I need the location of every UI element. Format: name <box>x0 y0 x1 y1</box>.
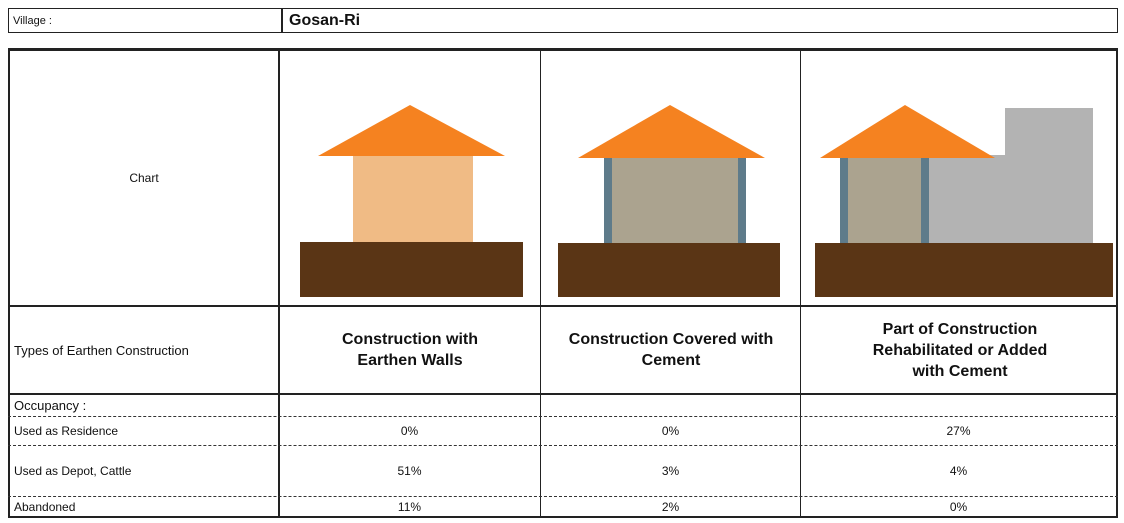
col-line <box>278 50 280 517</box>
row-line <box>8 305 1118 307</box>
row-label: Used as Residence <box>14 423 119 438</box>
chart-label: Chart <box>129 170 159 185</box>
cell-value: 11% <box>397 500 422 514</box>
cell-value: 0% <box>949 500 968 514</box>
row-line <box>8 416 1118 417</box>
column-header: Part of Construction Rehabilitated or Ad… <box>872 320 1048 380</box>
row-line <box>8 445 1118 446</box>
ground <box>558 243 780 297</box>
header-label: Types of Earthen Construction <box>14 342 189 358</box>
col-line <box>800 50 801 517</box>
post <box>840 152 848 243</box>
wall <box>353 150 473 242</box>
divider <box>281 9 283 32</box>
wall <box>840 152 928 243</box>
roof <box>578 105 765 158</box>
table <box>8 48 1118 518</box>
cell-value: 0% <box>661 424 680 438</box>
village-label: Village : <box>13 14 52 27</box>
ground <box>300 242 523 297</box>
column-header: Construction with Earthen Walls <box>342 331 478 369</box>
row-label: Used as Depot, Cattle <box>14 463 132 478</box>
village-value: Gosan-Ri <box>289 11 361 29</box>
row-line <box>8 496 1118 497</box>
wall <box>604 152 746 243</box>
roof <box>820 105 995 158</box>
cell-value: 27% <box>946 424 971 438</box>
post <box>921 152 929 243</box>
cement-addition <box>925 155 1093 243</box>
cell-value: 2% <box>661 500 680 514</box>
col-line <box>540 50 541 517</box>
post <box>738 152 746 243</box>
row-line <box>8 393 1118 395</box>
cell-value: 3% <box>661 464 680 478</box>
cell-value: 51% <box>397 464 422 478</box>
row-label: Abandoned <box>14 499 76 514</box>
ground <box>815 243 1113 297</box>
cell-value: 0% <box>400 424 419 438</box>
village-row: Village : Gosan-Ri <box>8 8 1118 33</box>
cell-value: 4% <box>949 464 968 478</box>
occupancy-label: Occupancy : <box>14 398 87 413</box>
post <box>604 152 612 243</box>
roof <box>318 105 505 156</box>
column-header: Construction Covered with Cement <box>568 331 774 369</box>
cement-addition <box>1005 108 1093 158</box>
